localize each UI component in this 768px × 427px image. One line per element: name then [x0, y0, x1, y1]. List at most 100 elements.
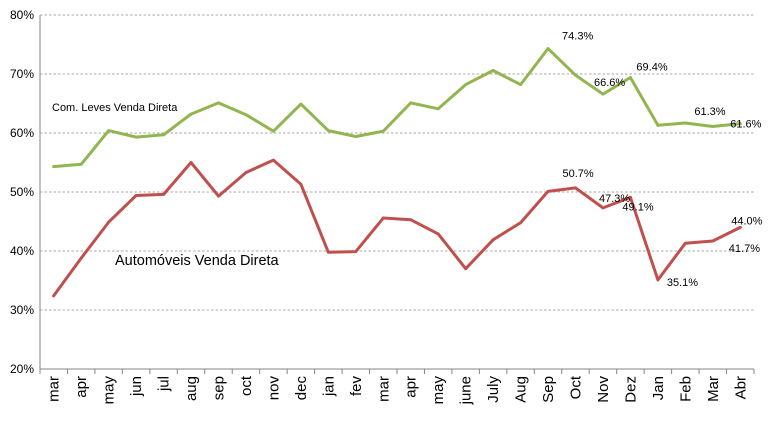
y-tick-label: 70%	[10, 67, 34, 81]
data-point	[134, 194, 138, 197]
x-tick-label: nov	[265, 376, 282, 401]
data-label: 47.3%	[599, 193, 630, 205]
data-point	[354, 250, 358, 253]
x-tick-label: Dez	[622, 376, 639, 403]
data-point	[629, 195, 632, 199]
data-point	[436, 232, 440, 236]
data-point	[299, 102, 303, 106]
x-tick-label: mar	[375, 376, 392, 402]
series-line-0	[52, 47, 742, 169]
data-point	[683, 241, 687, 245]
data-point	[656, 123, 660, 127]
series-layer	[52, 47, 742, 298]
data-point	[381, 129, 385, 133]
data-point	[381, 216, 385, 220]
data-point	[79, 162, 83, 166]
y-tick-label: 60%	[10, 126, 34, 140]
data-point	[326, 129, 330, 133]
data-point	[464, 267, 468, 271]
x-tick-label: Oct	[568, 375, 585, 399]
data-point	[491, 238, 495, 242]
x-tick-label: apr	[73, 376, 90, 398]
data-point	[601, 92, 605, 96]
data-point	[601, 206, 605, 210]
y-tick-label: 80%	[10, 8, 34, 22]
series-name-automoveis: Automóveis Venda Direta	[115, 253, 280, 269]
series-name-layer: Com. Leves Venda Direta Automóveis Venda…	[52, 102, 280, 269]
series-name-com-leves: Com. Leves Venda Direta	[52, 102, 178, 114]
x-tick-label: aug	[183, 376, 200, 401]
data-label: 49.1%	[622, 201, 653, 213]
y-tick-label: 40%	[10, 244, 34, 258]
x-tick-label: Nov	[595, 376, 612, 403]
x-tick-label: dec	[293, 376, 310, 401]
data-point	[574, 73, 577, 77]
x-tick-label: Mar	[705, 376, 722, 402]
data-point	[244, 171, 248, 174]
data-point	[683, 121, 687, 125]
data-point	[326, 250, 330, 254]
data-point	[134, 135, 138, 139]
data-label: 61.6%	[730, 119, 761, 131]
data-point	[409, 101, 413, 105]
x-tick-label: Sep	[540, 376, 557, 403]
x-tick-label: July	[485, 376, 502, 403]
data-label-layer: 74.3% 66.6% 69.4% 61.3% 61.6% 50.7% 47.3%49.1%…	[562, 31, 763, 289]
data-point	[436, 107, 440, 111]
x-tick-label: Abr	[732, 376, 749, 399]
x-tick-label: sep	[211, 376, 228, 400]
x-tick-label: jul	[156, 376, 173, 392]
x-tick-label: jan	[320, 376, 337, 397]
data-point	[738, 122, 742, 125]
data-point	[409, 218, 413, 222]
data-point	[217, 101, 220, 105]
data-point	[519, 83, 522, 87]
axis-layer: 20%30%40%50%60%70%80%mar apr may jun jul aug s…	[10, 8, 755, 405]
x-tick-label: may	[101, 376, 118, 405]
series-line-1	[52, 158, 742, 298]
data-point	[656, 278, 660, 282]
data-label: 44.0%	[731, 215, 762, 227]
data-point	[299, 182, 303, 186]
data-label: 35.1%	[667, 277, 698, 289]
y-tick-label: 30%	[10, 303, 34, 317]
data-point	[244, 113, 248, 117]
data-point	[162, 192, 165, 196]
data-label: 66.6%	[594, 77, 625, 89]
data-point	[711, 239, 715, 243]
data-point	[107, 220, 111, 224]
data-point	[738, 226, 742, 229]
x-tick-label: mar	[46, 376, 63, 402]
data-point	[546, 47, 550, 51]
data-point	[107, 129, 111, 133]
data-point	[354, 135, 358, 138]
data-label: 41.7%	[729, 243, 760, 255]
x-tick-label: may	[430, 376, 447, 405]
x-tick-label: jun	[128, 376, 145, 397]
x-tick-label: Aug	[513, 376, 530, 403]
data-point	[189, 112, 193, 116]
x-tick-label: june	[458, 376, 475, 405]
data-point	[272, 158, 275, 162]
data-label: 61.3%	[694, 106, 725, 118]
data-point	[546, 190, 550, 193]
x-tick-label: apr	[403, 376, 420, 398]
data-label: 69.4%	[636, 62, 667, 74]
y-tick-label: 50%	[10, 185, 34, 199]
data-point	[519, 221, 522, 225]
data-point	[464, 83, 468, 87]
data-point	[52, 165, 56, 169]
data-point	[629, 76, 632, 79]
data-point	[574, 186, 577, 190]
data-label: 74.3%	[562, 31, 593, 43]
x-tick-label: oct	[238, 375, 255, 396]
data-point	[491, 69, 495, 72]
data-point	[79, 256, 83, 260]
x-tick-label: Feb	[677, 376, 694, 402]
data-point	[711, 125, 715, 128]
x-tick-label: Jan	[650, 376, 667, 400]
data-point	[52, 294, 56, 298]
data-label: 50.7%	[563, 168, 594, 180]
